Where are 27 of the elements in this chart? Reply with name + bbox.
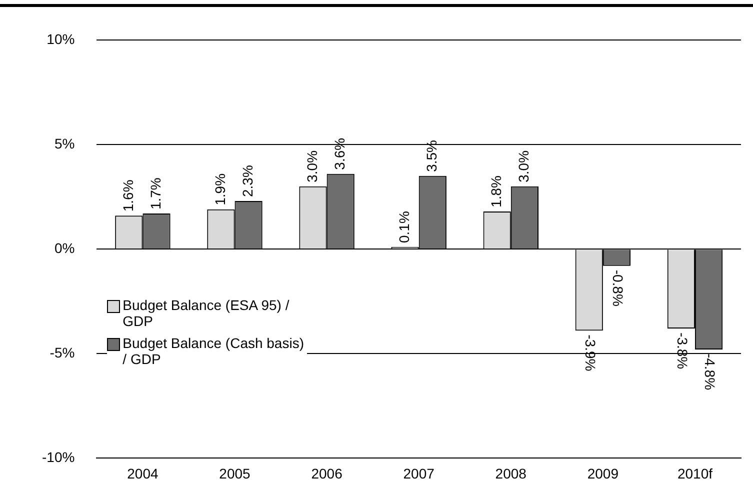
data-label: -3.9%	[582, 334, 598, 372]
data-label: 0.1%	[396, 211, 412, 244]
data-label: 1.6%	[120, 180, 136, 212]
data-label: -4.8%	[702, 353, 718, 390]
y-tick-label: 5%	[54, 135, 75, 152]
legend-label: Budget Balance (Cash basis) / GDP	[122, 334, 305, 367]
data-label: 3.6%	[331, 138, 348, 170]
legend-label: Budget Balance (ESA 95) / GDP	[122, 296, 290, 329]
x-tick-label: 2006	[311, 465, 343, 482]
x-tick-label: 2005	[219, 465, 251, 482]
y-tick-label: 10%	[46, 30, 75, 47]
data-label: 1.7%	[147, 178, 164, 210]
data-label: 2.3%	[239, 165, 256, 198]
data-label: -0.8%	[610, 270, 626, 306]
data-label: -3.8%	[674, 332, 690, 370]
data-label: 1.9%	[212, 173, 228, 206]
x-tick-label: 2004	[127, 465, 158, 482]
x-tick-label: 2009	[587, 465, 619, 482]
data-label: 3.0%	[516, 150, 532, 182]
y-tick-label: 0%	[54, 240, 75, 256]
data-label: 1.8%	[488, 176, 504, 208]
x-tick-label: 2008	[495, 465, 527, 482]
data-label: 3.0%	[304, 150, 320, 182]
y-tick-label: -5%	[50, 344, 75, 361]
y-tick-label: -10%	[42, 449, 75, 466]
x-tick-label: 2007	[403, 465, 435, 482]
x-tick-label: 2010f	[677, 465, 713, 482]
